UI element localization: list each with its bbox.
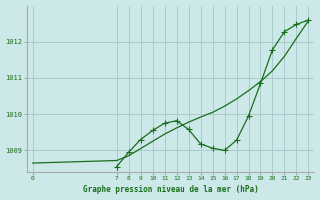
X-axis label: Graphe pression niveau de la mer (hPa): Graphe pression niveau de la mer (hPa): [83, 185, 259, 194]
